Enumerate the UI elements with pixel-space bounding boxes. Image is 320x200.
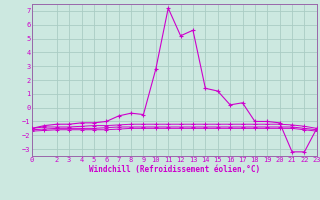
X-axis label: Windchill (Refroidissement éolien,°C): Windchill (Refroidissement éolien,°C) <box>89 165 260 174</box>
